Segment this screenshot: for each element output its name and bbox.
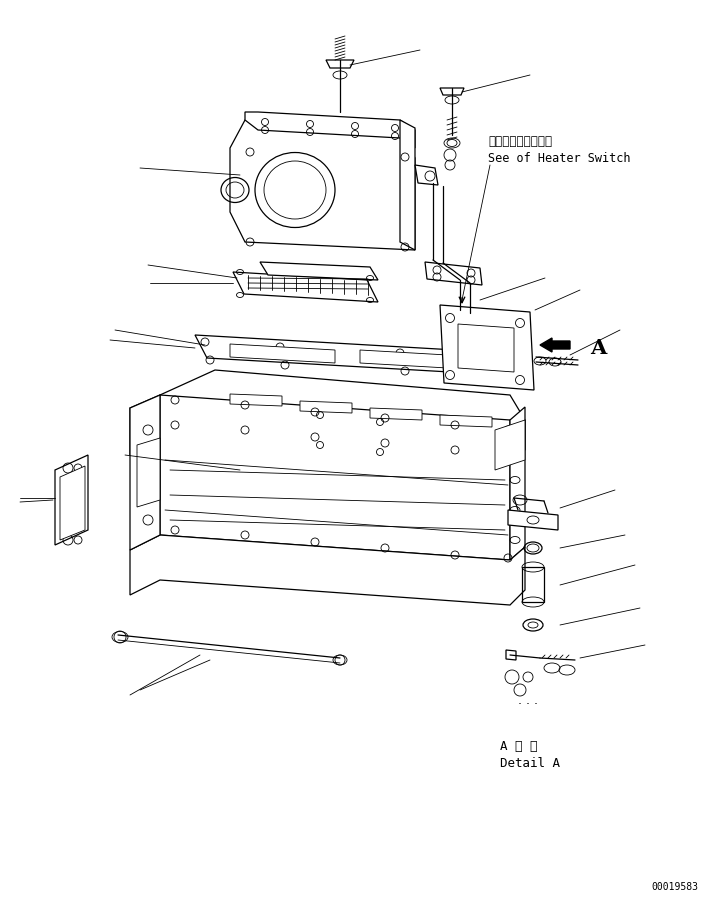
Polygon shape: [137, 438, 160, 507]
Polygon shape: [230, 394, 282, 406]
Polygon shape: [440, 305, 534, 390]
Polygon shape: [360, 350, 465, 369]
Polygon shape: [130, 395, 160, 455]
Polygon shape: [55, 455, 88, 545]
Polygon shape: [245, 112, 415, 148]
Polygon shape: [230, 120, 415, 250]
Polygon shape: [160, 370, 525, 450]
Text: A: A: [590, 338, 606, 358]
Polygon shape: [506, 650, 516, 660]
Bar: [522, 567, 544, 602]
Text: 00019583: 00019583: [651, 882, 698, 892]
Text: Detail A: Detail A: [500, 757, 560, 770]
Polygon shape: [326, 60, 354, 68]
Polygon shape: [495, 420, 525, 470]
Polygon shape: [233, 272, 378, 302]
Polygon shape: [440, 415, 492, 427]
Text: A 詳 細: A 詳 細: [500, 740, 538, 753]
Polygon shape: [130, 535, 525, 605]
Polygon shape: [130, 395, 160, 550]
Polygon shape: [425, 262, 482, 285]
Polygon shape: [370, 408, 422, 420]
Text: ヒータスイッチ参照: ヒータスイッチ参照: [488, 135, 552, 148]
Polygon shape: [160, 395, 510, 560]
Polygon shape: [300, 401, 352, 413]
Polygon shape: [60, 466, 85, 540]
Polygon shape: [458, 324, 514, 372]
Text: . . .: . . .: [518, 694, 538, 706]
Text: See of Heater Switch: See of Heater Switch: [488, 152, 630, 165]
Polygon shape: [260, 262, 378, 280]
Polygon shape: [440, 88, 464, 95]
Polygon shape: [195, 335, 502, 375]
Polygon shape: [415, 165, 438, 185]
Polygon shape: [508, 510, 558, 530]
Polygon shape: [510, 407, 525, 560]
Polygon shape: [230, 344, 335, 363]
Polygon shape: [400, 120, 415, 250]
FancyArrow shape: [540, 338, 570, 352]
